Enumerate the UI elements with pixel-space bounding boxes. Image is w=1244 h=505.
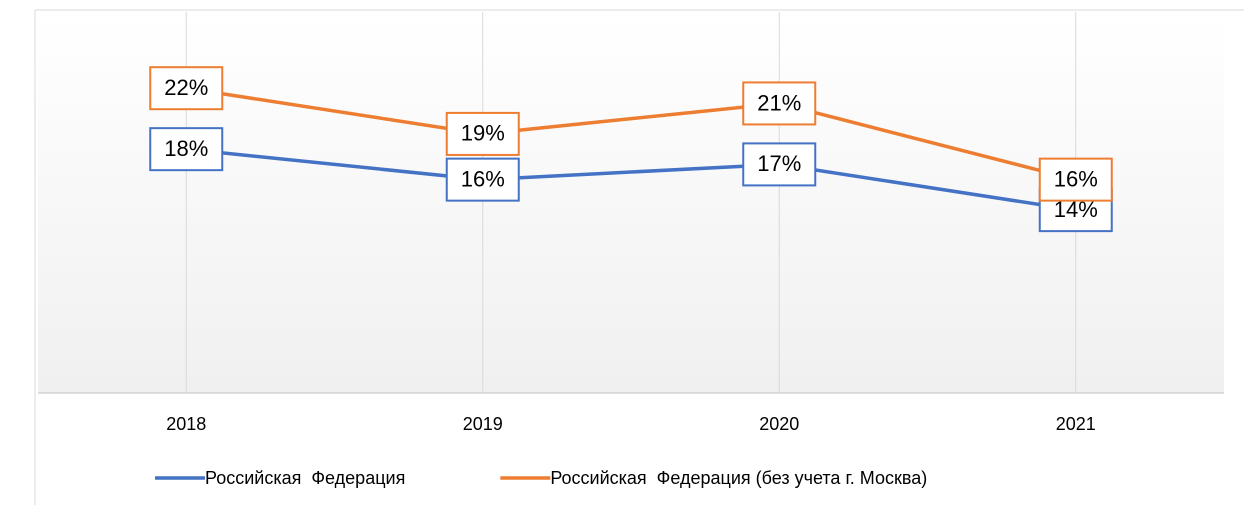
data-label-box [445,111,520,156]
x-tick-label: 2018 [166,414,206,434]
data-label-box [742,142,817,187]
data-label-box [149,127,224,172]
series-line [186,147,1077,212]
legend-label: Российская Федерация [205,468,405,488]
data-label: 16% [461,166,505,191]
x-tick-label: 2020 [759,414,799,434]
data-label: 18% [164,136,208,161]
data-label-box [1038,157,1113,202]
data-label: 16% [1054,166,1098,191]
data-label: 19% [461,121,505,146]
legend-label: Российская Федерация (без учета г. Москв… [550,468,927,488]
data-label-box [445,157,520,202]
data-label: 21% [757,90,801,115]
series-line [185,86,1077,182]
x-tick-label: 2019 [463,414,503,434]
x-tick-label: 2021 [1056,414,1096,434]
data-label-box [149,66,224,111]
data-label: 17% [757,151,801,176]
data-label: 22% [164,75,208,100]
data-label-box [742,81,817,126]
